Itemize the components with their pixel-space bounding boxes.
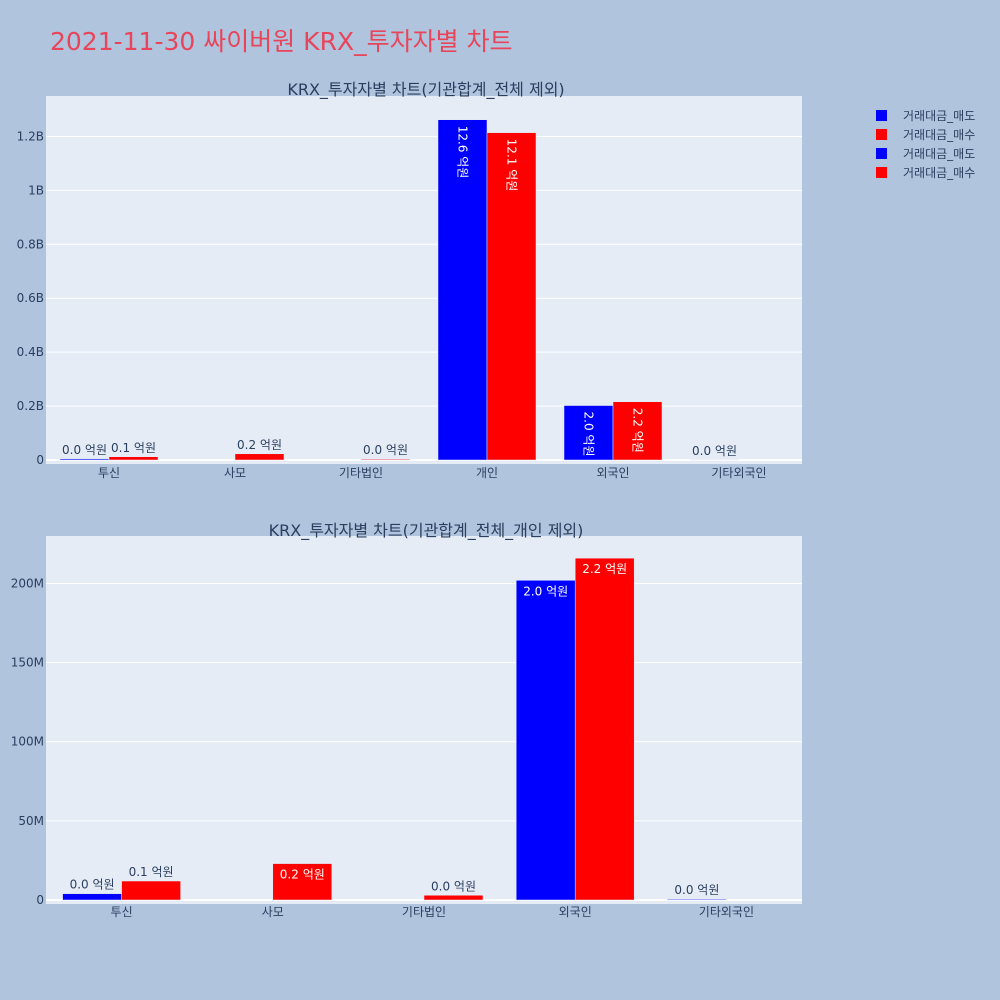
legend-item[interactable]: 거래대금_매도 — [876, 144, 975, 163]
legend-label: 거래대금_매도 — [903, 109, 976, 123]
data-label: 0.1 억원 — [111, 441, 156, 455]
y-tick-label: 0.4B — [17, 345, 44, 359]
data-label: 2.2 억원 — [631, 408, 645, 453]
bar — [121, 880, 181, 901]
x-tick-label: 투신 — [111, 905, 133, 919]
y-tick-label: 150M — [11, 656, 44, 670]
data-label: 2.2 억원 — [582, 562, 627, 576]
bar — [437, 119, 488, 461]
bar — [423, 895, 484, 901]
x-tick-label: 기타법인 — [339, 466, 383, 480]
y-tick-label: 0 — [36, 453, 44, 467]
legend-swatch — [876, 148, 887, 159]
y-tick-label: 0.6B — [17, 291, 44, 305]
legend-swatch — [876, 129, 887, 140]
bar — [62, 893, 122, 901]
legend-label: 거래대금_매도 — [903, 147, 976, 161]
chart-title: KRX_투자자별 차트(기관합계_전체_개인 제외) — [269, 521, 584, 541]
y-tick-label: 0.2B — [17, 399, 44, 413]
y-tick-label: 0 — [36, 893, 44, 907]
data-label: 0.0 억원 — [62, 443, 107, 457]
x-tick-label: 투신 — [98, 466, 120, 480]
data-label: 0.2 억원 — [280, 868, 325, 882]
bar — [59, 458, 110, 461]
legend: 거래대금_매도 거래대금_매수 거래대금_매도 거래대금_매수 — [876, 106, 975, 182]
plot-area — [46, 536, 802, 904]
data-label: 0.2 억원 — [237, 438, 282, 452]
bar — [486, 132, 537, 461]
data-label: 0.0 억원 — [70, 878, 115, 892]
page-title: 2021-11-30 싸이버원 KRX_투자자별 차트 — [50, 27, 513, 56]
data-label: 0.0 억원 — [674, 883, 719, 897]
data-label: 0.0 억원 — [692, 444, 737, 458]
bar — [272, 863, 333, 901]
y-tick-label: 0.8B — [17, 237, 44, 251]
x-tick-label: 기타법인 — [402, 905, 446, 919]
plot-area — [46, 96, 802, 464]
y-tick-label: 200M — [11, 576, 44, 590]
x-tick-label: 외국인 — [596, 466, 629, 480]
x-tick-label: 개인 — [476, 466, 498, 480]
x-tick-label: 사모 — [224, 466, 246, 480]
bar — [612, 401, 663, 461]
data-label: 12.6 억원 — [456, 126, 470, 179]
data-label: 0.0 억원 — [431, 879, 476, 893]
x-tick-label: 기타외국인 — [699, 905, 754, 919]
bar — [667, 898, 727, 901]
x-tick-label: 외국인 — [559, 905, 592, 919]
x-tick-label: 기타외국인 — [711, 466, 766, 480]
y-tick-label: 1B — [28, 183, 44, 197]
y-tick-label: 1.2B — [17, 129, 44, 143]
legend-label: 거래대금_매수 — [903, 128, 976, 142]
x-tick-label: 사모 — [262, 905, 284, 919]
bar — [234, 453, 285, 461]
bar — [360, 458, 411, 461]
data-label: 0.1 억원 — [129, 865, 174, 879]
data-label: 0.0 억원 — [363, 443, 408, 457]
bar — [108, 456, 159, 461]
data-label: 2.0 억원 — [523, 584, 568, 598]
bar — [563, 405, 614, 461]
legend-item[interactable]: 거래대금_매수 — [876, 163, 975, 182]
bar — [515, 580, 576, 901]
legend-label: 거래대금_매수 — [903, 166, 976, 180]
y-tick-label: 100M — [11, 735, 44, 749]
chart-title: KRX_투자자별 차트(기관합계_전체 제외) — [287, 80, 564, 100]
legend-swatch — [876, 167, 887, 178]
legend-item[interactable]: 거래대금_매수 — [876, 125, 975, 144]
bar — [574, 557, 635, 901]
y-tick-label: 50M — [18, 814, 44, 828]
legend-item[interactable]: 거래대금_매도 — [876, 106, 975, 125]
data-label: 12.1 억원 — [505, 139, 519, 192]
legend-swatch — [876, 110, 887, 121]
data-label: 2.0 억원 — [582, 412, 596, 457]
